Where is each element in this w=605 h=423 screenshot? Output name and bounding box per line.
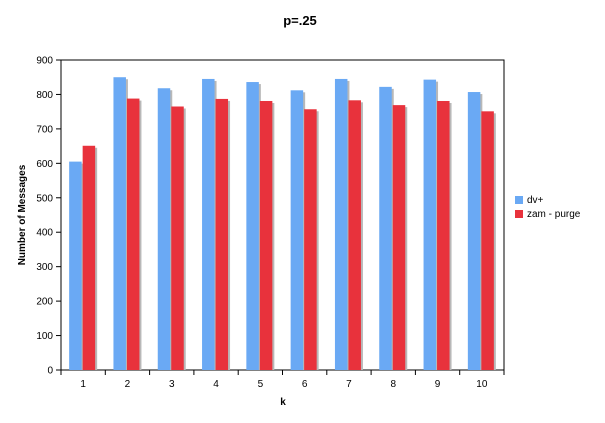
- chart-title: p=.25: [283, 13, 317, 28]
- plot-area: 0 100 200 300 400 500 600 700 800 900 1 2 3 4 5 6 7 8 9 10: [36, 56, 505, 390]
- bar-dv-plus-6: [290, 90, 304, 371]
- y-tick-label: 200: [36, 297, 53, 308]
- y-tick-label: 900: [36, 56, 53, 67]
- x-tick-label: 5: [258, 379, 264, 390]
- x-tick-label: 1: [80, 379, 86, 390]
- y-axis-label: Number of Messages: [17, 164, 28, 265]
- bar-dv-plus-5: [246, 82, 259, 371]
- y-tick-label: 500: [36, 193, 53, 204]
- bar-zam-purge-6: [304, 109, 317, 370]
- bar-zam-purge-7: [348, 100, 361, 371]
- bar-dv-plus-4: [202, 78, 215, 370]
- x-axis-label: k: [280, 397, 286, 408]
- x-tick-label: 3: [169, 379, 175, 390]
- bar-zam-purge-9: [437, 100, 450, 370]
- y-tick-label: 800: [36, 90, 53, 101]
- bar-dv-plus-2: [113, 77, 126, 370]
- bar-dv-plus-3: [157, 88, 171, 370]
- legend-swatch: [515, 196, 523, 204]
- x-tick-label: 7: [346, 379, 352, 390]
- x-tick-label: 2: [125, 379, 131, 390]
- x-tick-label: 9: [435, 379, 441, 390]
- bar-zam-purge-5: [259, 100, 273, 370]
- y-tick-label: 100: [36, 331, 53, 342]
- x-tick-label: 8: [390, 379, 396, 390]
- bar-zam-purge-8: [392, 105, 406, 370]
- bar-zam-purge-2: [126, 98, 140, 371]
- bar-dv-plus-9: [423, 79, 437, 370]
- legend: dv+ zam - purge: [515, 195, 581, 220]
- y-tick-label: 400: [36, 228, 53, 239]
- bar-zam-purge-10: [481, 111, 494, 371]
- bar-dv-plus-10: [467, 92, 481, 371]
- y-tick-label: 0: [47, 366, 53, 377]
- legend-label: dv+: [527, 195, 544, 206]
- legend-swatch: [515, 210, 523, 218]
- bar-zam-purge-4: [215, 98, 229, 370]
- y-tick-label: 700: [36, 124, 53, 135]
- x-tick-label: 10: [476, 379, 488, 390]
- x-tick-label: 4: [213, 379, 219, 390]
- bar-dv-plus-7: [334, 78, 348, 370]
- x-tick-label: 6: [302, 379, 308, 390]
- legend-label: zam - purge: [527, 209, 581, 220]
- bar-zam-purge-1: [82, 145, 96, 370]
- bar-dv-plus-8: [379, 86, 392, 370]
- bar-dv-plus-1: [69, 161, 82, 370]
- bar-zam-purge-3: [171, 106, 184, 370]
- y-tick-label: 300: [36, 262, 53, 273]
- y-tick-label: 600: [36, 159, 53, 170]
